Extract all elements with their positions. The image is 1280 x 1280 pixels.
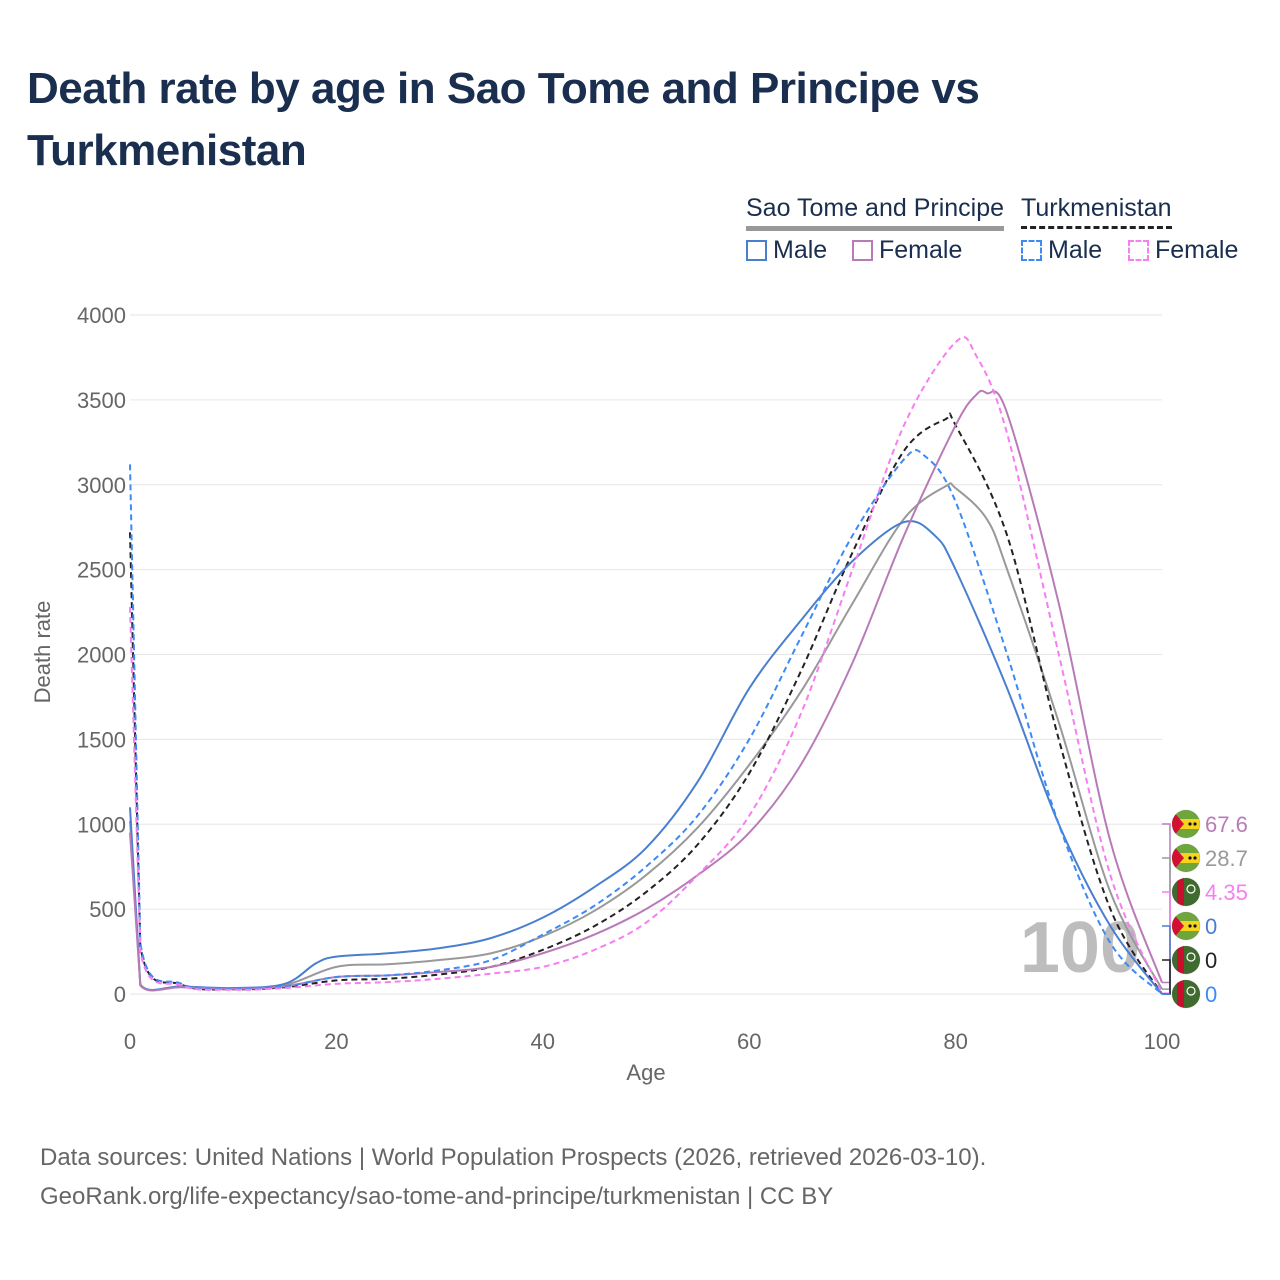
end-value-label: 4.35 [1205, 880, 1248, 905]
y-tick-label: 4000 [77, 303, 126, 328]
legend-label: Female [879, 236, 963, 264]
y-tick-label: 2000 [77, 643, 126, 668]
source-link[interactable]: GeoRank.org/life-expectancy/sao-tome-and… [40, 1183, 834, 1210]
legend-group-turkmenistan[interactable]: Turkmenistan [1021, 194, 1172, 229]
x-tick-label: 60 [737, 1029, 761, 1054]
legend-label: Female [1155, 236, 1239, 264]
turkmenistan-flag-icon [1171, 979, 1201, 1009]
sao-tome-flag-icon [1171, 809, 1201, 839]
legend-tkm-female[interactable]: Female [1128, 236, 1238, 265]
y-tick-label: 0 [114, 982, 126, 1007]
swatch-icon [1128, 240, 1149, 261]
sao-tome-flag-icon [1171, 843, 1201, 873]
footer: Data sources: United Nations | World Pop… [40, 1138, 986, 1216]
x-tick-label: 0 [124, 1029, 136, 1054]
end-label-connector [1162, 857, 1171, 990]
end-value-label: 0 [1205, 914, 1217, 939]
year-watermark: 100 [1020, 908, 1140, 988]
legend-stp-male[interactable]: Male [746, 236, 827, 265]
end-value-label: 0 [1205, 982, 1217, 1007]
x-tick-label: 100 [1144, 1029, 1181, 1054]
turkmenistan-flag-icon [1171, 877, 1201, 907]
series-line-stp-female[interactable] [129, 389, 1163, 992]
legend-tkm-male[interactable]: Male [1021, 236, 1102, 265]
data-source: Data sources: United Nations | World Pop… [40, 1144, 987, 1171]
y-tick-label: 3500 [77, 388, 126, 413]
end-value-label: 67.6 [1205, 812, 1248, 837]
x-axis-label: Age [626, 1060, 665, 1085]
legend-label: Male [1048, 236, 1103, 264]
series-line-stp-male[interactable] [129, 520, 1163, 995]
legend-label: Male [773, 236, 828, 264]
y-tick-label: 2500 [77, 558, 126, 583]
end-label-connector [1162, 823, 1171, 984]
swatch-icon [1021, 240, 1042, 261]
series-line-stp-total[interactable] [129, 482, 1163, 992]
legend-group-sao-tome[interactable]: Sao Tome and Principe [746, 194, 1005, 231]
end-value-label: 0 [1205, 948, 1217, 973]
x-tick-label: 20 [324, 1029, 348, 1054]
turkmenistan-flag-icon [1171, 945, 1201, 975]
sao-tome-flag-icon [1171, 911, 1201, 941]
y-tick-label: 1000 [77, 812, 126, 837]
end-value-label: 28.7 [1205, 846, 1248, 871]
swatch-icon [852, 240, 873, 261]
y-tick-label: 3000 [77, 473, 126, 498]
end-label-connector [1162, 891, 1171, 995]
series-line-tkm-total[interactable] [129, 412, 1163, 995]
x-tick-label: 80 [943, 1029, 967, 1054]
y-tick-label: 500 [89, 897, 126, 922]
chart-title: Death rate by age in Sao Tome and Princi… [27, 64, 980, 175]
legend-stp-female[interactable]: Female [852, 236, 962, 265]
series-line-tkm-male[interactable] [129, 448, 1163, 995]
series-line-tkm-female[interactable] [129, 336, 1163, 994]
swatch-icon [746, 240, 767, 261]
y-axis-label: Death rate [30, 601, 55, 704]
x-tick-label: 40 [531, 1029, 555, 1054]
y-tick-label: 1500 [77, 727, 126, 752]
